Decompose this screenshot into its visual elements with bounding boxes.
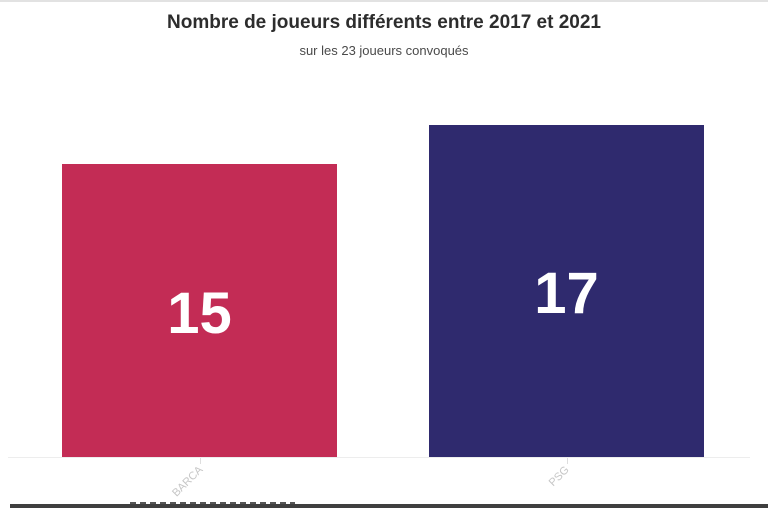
x-axis-label-barca: BARCA [169, 464, 205, 500]
bar-value-label-psg: 17 [534, 261, 599, 326]
x-axis-label-psg: PSG [547, 464, 572, 489]
bar-value-label-barca: 15 [167, 280, 232, 346]
x-axis-tick-barca [200, 458, 201, 464]
chart-subtitle: sur les 23 joueurs convoqués [299, 43, 469, 58]
column-bar-barca[interactable]: 15 [62, 164, 337, 457]
x-axis-line [8, 457, 750, 458]
top-border [0, 0, 768, 2]
cutoff-footer-band [10, 504, 768, 508]
x-axis-tick-psg [567, 458, 568, 464]
cutoff-footer-text-fragment [130, 502, 295, 504]
chart-header: Nombre de joueurs différents entre 2017 … [0, 10, 768, 59]
column-bar-psg[interactable]: 17 [429, 125, 704, 457]
chart-title: Nombre de joueurs différents entre 2017 … [167, 12, 601, 33]
